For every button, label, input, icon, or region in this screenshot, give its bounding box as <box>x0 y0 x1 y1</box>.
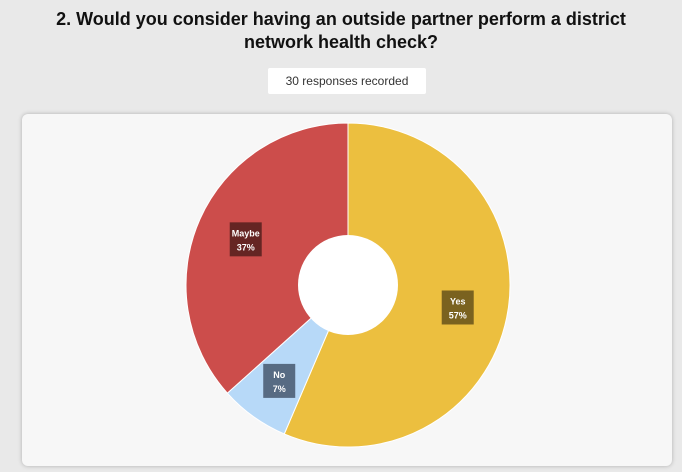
slice-label-box <box>229 222 262 257</box>
slice-label-yes: Yes 57% <box>441 290 474 325</box>
slice-label-no: No 7% <box>263 363 296 398</box>
slice-label-maybe: Maybe 37% <box>229 222 262 257</box>
slice-value-label: 57% <box>449 310 467 320</box>
slice-category-label: Yes <box>450 296 466 306</box>
question-title-line-1: 2. Would you consider having an outside … <box>56 9 626 29</box>
question-title: 2. Would you consider having an outside … <box>0 8 682 54</box>
slice-category-label: No <box>273 370 285 380</box>
question-title-line-2: network health check? <box>243 32 439 52</box>
slice-labels: Yes 57% No 7% Maybe 37% <box>229 222 474 398</box>
responses-count-badge: 30 responses recorded <box>268 68 426 94</box>
slice-value-label: 7% <box>273 384 286 394</box>
slice-value-label: 37% <box>237 242 255 252</box>
slice-label-box <box>441 290 474 325</box>
slice-label-box <box>263 363 296 398</box>
slice-category-label: Maybe <box>232 228 260 238</box>
slice-maybe <box>185 122 349 394</box>
donut-hole <box>298 235 398 335</box>
